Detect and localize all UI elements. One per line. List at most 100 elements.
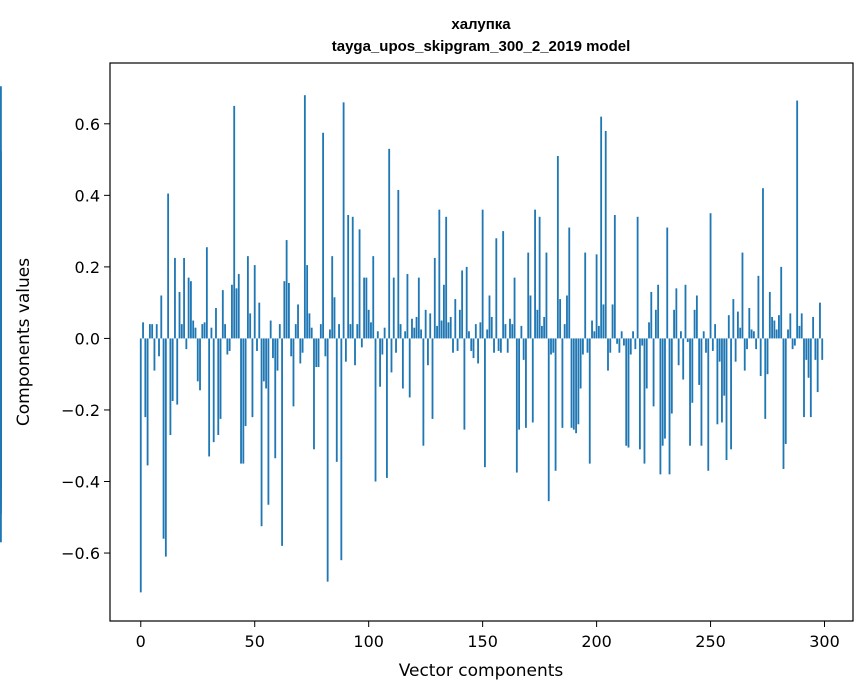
bar-104 bbox=[376, 331, 379, 339]
bar-244 bbox=[695, 295, 698, 339]
bar-297 bbox=[816, 338, 819, 393]
bar-243 bbox=[693, 309, 696, 339]
bar-208 bbox=[613, 215, 616, 339]
bar-12 bbox=[167, 193, 170, 339]
bar-214 bbox=[627, 338, 630, 448]
bar-168 bbox=[522, 338, 525, 360]
y-tick-label: −0.2 bbox=[61, 401, 100, 420]
bar-296 bbox=[814, 338, 817, 360]
bar-223 bbox=[648, 322, 650, 339]
bar-177 bbox=[543, 316, 546, 339]
bar-140 bbox=[458, 309, 461, 339]
bar-59 bbox=[274, 338, 277, 459]
bar-215 bbox=[629, 338, 632, 355]
bar-95 bbox=[356, 324, 359, 339]
bar-145 bbox=[470, 338, 473, 351]
bar-88 bbox=[340, 338, 343, 561]
bar-271 bbox=[757, 275, 760, 339]
bar-3 bbox=[146, 338, 149, 466]
bar-77 bbox=[315, 338, 318, 368]
bar-276 bbox=[768, 291, 771, 339]
bar-136 bbox=[449, 316, 452, 339]
chart-title: халупка bbox=[451, 16, 511, 33]
bar-45 bbox=[242, 338, 245, 464]
bar-65 bbox=[288, 282, 290, 339]
x-axis-label: Vector components bbox=[399, 661, 564, 681]
bar-205 bbox=[607, 338, 609, 371]
bar-37 bbox=[224, 324, 226, 339]
bar-99 bbox=[365, 277, 368, 339]
bar-195 bbox=[584, 252, 587, 339]
bar-179 bbox=[547, 338, 550, 502]
bar-234 bbox=[673, 309, 675, 339]
bar-224 bbox=[650, 291, 653, 339]
bar-226 bbox=[654, 309, 657, 339]
bar-78 bbox=[317, 338, 320, 368]
bar-51 bbox=[256, 338, 258, 351]
bar-221 bbox=[643, 338, 646, 464]
bar-192 bbox=[577, 338, 580, 425]
bar-48 bbox=[249, 313, 252, 339]
bar-117 bbox=[406, 274, 409, 339]
bar-175 bbox=[538, 216, 541, 339]
bar-108 bbox=[386, 338, 388, 478]
bar-266 bbox=[746, 338, 748, 350]
bar-236 bbox=[677, 338, 680, 366]
bar-258 bbox=[727, 315, 730, 339]
bar-170 bbox=[527, 252, 530, 339]
bar-111 bbox=[392, 277, 395, 339]
bar-158 bbox=[499, 338, 502, 353]
bar-157 bbox=[497, 338, 500, 351]
bar-191 bbox=[575, 338, 577, 434]
bar-19 bbox=[183, 257, 185, 339]
bar-282 bbox=[782, 338, 785, 469]
bar-252 bbox=[714, 324, 717, 339]
bar-273 bbox=[762, 188, 764, 339]
bar-202 bbox=[600, 116, 603, 339]
bar-277 bbox=[771, 316, 773, 339]
bar-272 bbox=[759, 338, 762, 376]
bar-49 bbox=[251, 338, 254, 418]
chart-subtitle: tayga_upos_skipgram_300_2_2019 model bbox=[332, 38, 631, 55]
bar-69 bbox=[297, 304, 299, 339]
bar-8 bbox=[158, 338, 160, 357]
bar-22 bbox=[190, 281, 192, 339]
bar-119 bbox=[411, 318, 413, 339]
bar-242 bbox=[691, 338, 694, 403]
bar-206 bbox=[609, 338, 612, 353]
bar-143 bbox=[465, 266, 468, 339]
bar-91 bbox=[347, 215, 350, 339]
x-tick-label: 0 bbox=[136, 632, 146, 651]
bar-60 bbox=[276, 338, 279, 371]
y-tick-label: −0.4 bbox=[61, 473, 100, 492]
bar-209 bbox=[616, 338, 619, 344]
bar-89 bbox=[342, 102, 345, 339]
bar-124 bbox=[422, 338, 425, 446]
bar-97 bbox=[360, 338, 363, 348]
bar-162 bbox=[509, 318, 511, 339]
bar-290 bbox=[800, 313, 803, 339]
bar-229 bbox=[661, 338, 664, 446]
bar-5 bbox=[151, 324, 154, 339]
bar-113 bbox=[397, 189, 400, 339]
bar-199 bbox=[593, 331, 596, 339]
bar-164 bbox=[513, 277, 516, 339]
bar-185 bbox=[561, 338, 564, 428]
bar-249 bbox=[707, 338, 710, 471]
bar-250 bbox=[709, 213, 712, 339]
bar-144 bbox=[468, 331, 470, 339]
bar-255 bbox=[721, 338, 723, 423]
bar-87 bbox=[338, 324, 340, 339]
bar-56 bbox=[267, 338, 270, 505]
bar-121 bbox=[415, 316, 418, 339]
bar-287 bbox=[793, 338, 796, 346]
bar-147 bbox=[474, 324, 477, 339]
bar-66 bbox=[290, 338, 293, 357]
bar-196 bbox=[586, 338, 589, 353]
bar-286 bbox=[791, 338, 794, 350]
x-tick-label: 200 bbox=[581, 632, 612, 651]
bar-127 bbox=[429, 313, 432, 339]
bar-263 bbox=[739, 327, 742, 339]
